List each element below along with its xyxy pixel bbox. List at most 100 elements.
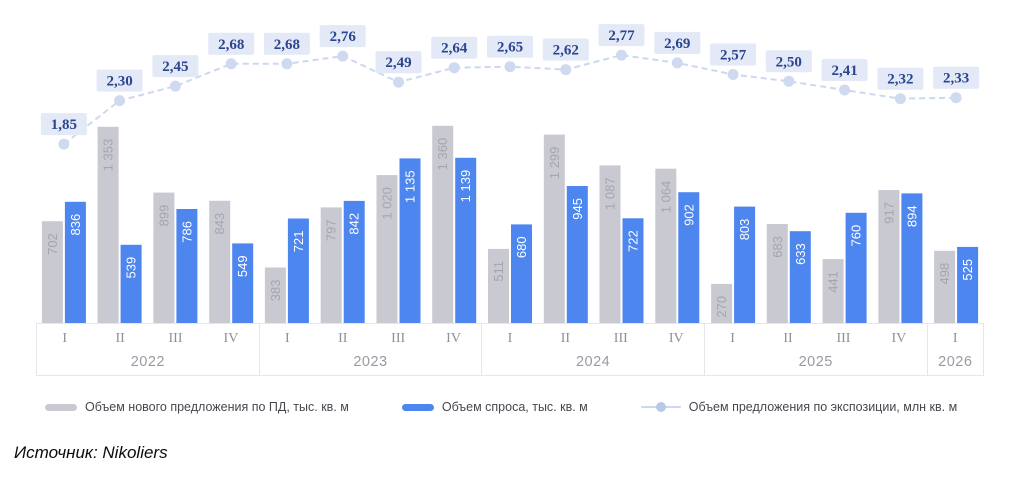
bar-label-new-supply: 702	[45, 233, 60, 255]
bar-label-new-supply: 441	[826, 271, 841, 293]
bar-label-new-supply: 1 360	[435, 138, 450, 171]
line-value-badge	[765, 50, 812, 73]
bar-label-new-supply: 843	[212, 213, 227, 235]
bar-demand	[901, 193, 923, 323]
new-supply-swatch-icon	[45, 403, 77, 411]
line-marker	[393, 76, 404, 88]
bar-label-demand: 539	[124, 257, 139, 279]
line-value-badge	[542, 38, 589, 61]
legend-item-exposition: Объем предложения по экспозиции, млн кв.…	[640, 400, 957, 414]
bar-demand	[287, 218, 309, 323]
quarter-label: II	[115, 331, 125, 346]
line-value-label: 2,62	[553, 43, 579, 59]
year-label: 2023	[353, 354, 388, 370]
bar-label-new-supply: 917	[881, 202, 896, 224]
line-value-label: 2,32	[887, 72, 913, 88]
year-group-2024: I II III IV 2024	[481, 324, 704, 375]
year-group-2022: I II III IV 2022	[37, 324, 259, 375]
bar-new-supply	[488, 248, 509, 323]
line-marker	[225, 58, 237, 70]
line-marker	[727, 69, 739, 80]
bar-label-demand: 760	[849, 225, 864, 247]
bar-label-new-supply: 498	[937, 263, 952, 285]
x-axis: I II III IV 2022 I II III IV 2023 I II III IV 2024 I II I…	[36, 323, 984, 376]
bar-label-new-supply: 383	[268, 280, 283, 302]
quarter-label: IV	[891, 331, 907, 346]
bar-demand	[789, 231, 811, 323]
bar-new-supply	[432, 125, 454, 323]
quarter-label: IV	[223, 331, 239, 346]
quarter-label: IV	[446, 331, 461, 346]
bar-new-supply	[264, 267, 286, 323]
combo-chart: 702 836 1 353 539 899 786 843 549 383 721 797 842 1 …	[40, 24, 980, 323]
legend-item-demand: Объем спроса, тыс. кв. м	[401, 400, 588, 414]
bar-label-demand: 1 139	[458, 170, 473, 203]
line-value-label: 2,76	[330, 29, 357, 45]
line-marker	[671, 57, 683, 69]
quarter-label: III	[168, 331, 183, 346]
bar-demand	[957, 246, 979, 323]
quarter-label: II	[783, 331, 793, 346]
bar-label-new-supply: 1 020	[380, 187, 395, 220]
bar-label-demand: 786	[179, 221, 194, 243]
line-value-badge	[375, 51, 422, 74]
bar-label-demand: 633	[793, 243, 808, 265]
bar-label-new-supply: 1 087	[603, 177, 618, 210]
line-value-badge	[598, 24, 645, 47]
legend-item-new-supply: Объем нового предложения по ПД, тыс. кв.…	[45, 400, 349, 414]
quarter-label: I	[507, 331, 513, 346]
bar-label-new-supply: 1 299	[547, 147, 562, 180]
line-value-label: 2,69	[664, 36, 690, 52]
quarter-label: III	[391, 331, 406, 346]
line-value-badge	[654, 31, 701, 54]
line-marker	[839, 84, 851, 96]
bar-label-demand: 894	[904, 205, 919, 227]
line-value-badge	[40, 113, 87, 136]
quarter-label: II	[338, 331, 348, 346]
legend-label-new-supply: Объем нового предложения по ПД, тыс. кв.…	[85, 400, 349, 414]
line-marker	[58, 138, 70, 150]
line-value-label: 1,85	[51, 117, 77, 133]
line-marker	[783, 75, 795, 87]
line-marker	[894, 93, 906, 105]
bar-demand	[232, 243, 254, 323]
source-note: Источник: Nikoliers	[14, 443, 168, 462]
line-value-badge	[152, 55, 199, 78]
line-value-label: 2,68	[218, 37, 244, 53]
bar-new-supply	[543, 134, 565, 323]
bar-new-supply	[41, 221, 63, 323]
line-marker	[114, 95, 126, 107]
legend: Объем нового предложения по ПД, тыс. кв.…	[45, 400, 957, 414]
bar-label-demand: 525	[960, 259, 975, 281]
bar-label-new-supply: 683	[770, 236, 785, 258]
bar-label-new-supply: 511	[491, 261, 506, 282]
year-group-2025: I II III IV 2025	[703, 324, 927, 375]
line-value-badge	[933, 66, 980, 89]
quarter-label: I	[730, 331, 735, 346]
line-value-label: 2,33	[943, 71, 969, 87]
bar-demand	[176, 209, 198, 323]
bar-label-demand: 721	[291, 231, 306, 253]
quarter-label: III	[613, 331, 628, 346]
bar-label-new-supply: 797	[324, 219, 339, 241]
bar-new-supply	[934, 250, 956, 323]
line-marker	[616, 49, 627, 61]
legend-label-demand: Объем спроса, тыс. кв. м	[441, 400, 588, 414]
bar-label-demand: 549	[235, 255, 250, 277]
bar-demand	[511, 224, 532, 323]
year-label: 2026	[938, 354, 973, 370]
bar-label-demand: 945	[570, 198, 585, 220]
line-marker	[169, 80, 181, 92]
line-value-badge	[710, 43, 757, 66]
bar-label-demand: 722	[626, 230, 641, 252]
quarter-label: I	[62, 331, 68, 346]
bar-demand	[678, 192, 700, 323]
year-group-2026: I 2026	[926, 324, 983, 375]
bar-new-supply	[822, 259, 844, 323]
line-value-label: 2,64	[441, 41, 468, 57]
line-value-label: 2,50	[776, 54, 802, 70]
bar-new-supply	[97, 126, 119, 323]
line-value-label: 2,65	[497, 40, 523, 56]
bar-new-supply	[878, 190, 900, 323]
bar-label-demand: 1 135	[403, 170, 418, 203]
